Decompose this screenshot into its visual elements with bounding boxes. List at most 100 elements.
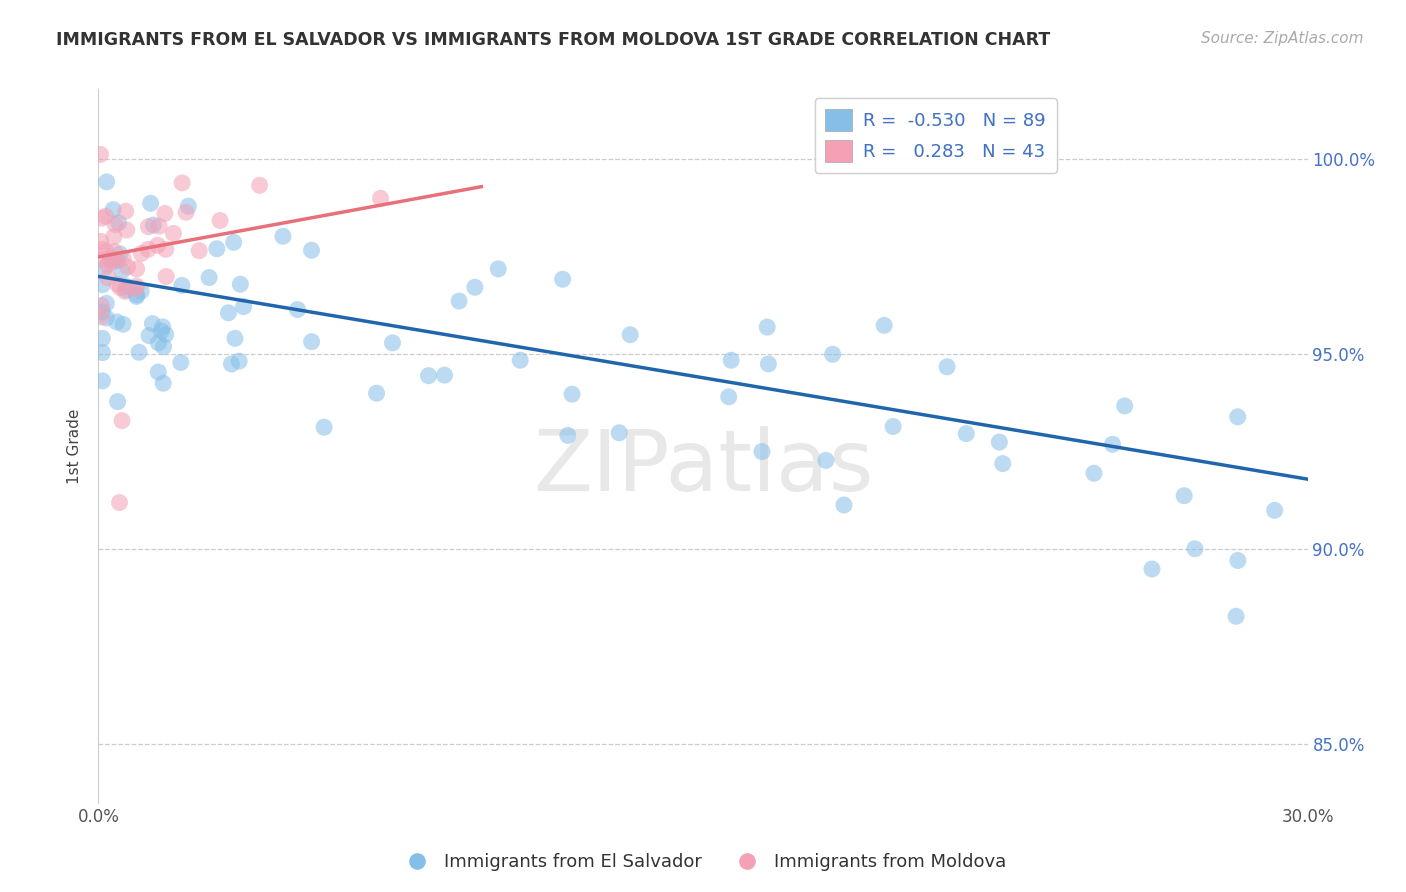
Point [172, 176, 194, 190]
Text: ZIPatlas: ZIPatlas [533, 425, 873, 509]
Point [91, 345, 114, 359]
Point [464, 280, 486, 294]
Point [138, 219, 160, 234]
Point [1173, 489, 1195, 503]
Point [1114, 399, 1136, 413]
Point [89, 147, 111, 161]
Point [115, 279, 138, 293]
Point [104, 218, 127, 232]
Point [224, 331, 246, 345]
Point [115, 223, 138, 237]
Point [1101, 437, 1123, 451]
Point [91, 331, 114, 345]
Point [112, 252, 135, 266]
Point [125, 281, 148, 295]
Point [155, 243, 177, 257]
Point [433, 368, 456, 383]
Point [955, 426, 977, 441]
Point [103, 229, 125, 244]
Point [449, 294, 471, 309]
Point [1225, 609, 1247, 624]
Point [148, 219, 170, 234]
Point [756, 357, 779, 371]
Point [381, 335, 404, 350]
Point [148, 335, 170, 350]
Point [217, 306, 239, 320]
Point [107, 277, 129, 292]
Point [115, 283, 138, 297]
Point [155, 269, 177, 284]
Point [111, 414, 134, 428]
Point [607, 425, 630, 440]
Point [129, 284, 152, 298]
Point [96, 258, 118, 272]
Point [97, 270, 120, 285]
Point [146, 238, 169, 252]
Point [991, 457, 1014, 471]
Point [152, 319, 174, 334]
Point [366, 386, 388, 401]
Point [90, 211, 112, 226]
Point [142, 218, 165, 232]
Point [232, 300, 254, 314]
Point [90, 235, 112, 249]
Point [1184, 541, 1206, 556]
Point [751, 444, 773, 458]
Point [90, 310, 112, 324]
Point [170, 278, 193, 293]
Point [125, 288, 148, 302]
Point [619, 327, 641, 342]
Point [170, 355, 193, 369]
Point [1264, 503, 1286, 517]
Point [509, 353, 531, 368]
Point [221, 357, 243, 371]
Point [832, 498, 855, 512]
Point [100, 255, 122, 269]
Point [93, 252, 115, 267]
Point [188, 244, 211, 258]
Point [1083, 467, 1105, 481]
Point [229, 277, 252, 292]
Point [557, 428, 579, 442]
Point [756, 320, 779, 334]
Point [301, 334, 323, 349]
Point [177, 199, 200, 213]
Point [287, 302, 309, 317]
Point [370, 191, 392, 205]
Point [314, 420, 336, 434]
Point [821, 347, 844, 361]
Point [141, 317, 163, 331]
Point [301, 244, 323, 258]
Text: IMMIGRANTS FROM EL SALVADOR VS IMMIGRANTS FROM MOLDOVA 1ST GRADE CORRELATION CHA: IMMIGRANTS FROM EL SALVADOR VS IMMIGRANT… [56, 31, 1050, 49]
Point [873, 318, 896, 333]
Point [162, 227, 184, 241]
Point [125, 289, 148, 303]
Point [551, 272, 574, 286]
Point [91, 305, 114, 319]
Point [91, 277, 114, 292]
Point [249, 178, 271, 193]
Point [148, 365, 170, 379]
Point [128, 345, 150, 359]
Point [94, 209, 117, 223]
Point [91, 374, 114, 388]
Point [103, 202, 125, 217]
Point [114, 285, 136, 299]
Point [155, 327, 177, 342]
Point [152, 376, 174, 391]
Point [96, 175, 118, 189]
Point [1226, 409, 1249, 424]
Point [114, 204, 136, 219]
Point [110, 280, 132, 294]
Point [720, 353, 742, 368]
Point [138, 328, 160, 343]
Legend: Immigrants from El Salvador, Immigrants from Moldova: Immigrants from El Salvador, Immigrants … [392, 847, 1014, 879]
Point [486, 261, 509, 276]
Point [882, 419, 904, 434]
Point [1140, 562, 1163, 576]
Point [174, 205, 197, 219]
Point [112, 318, 135, 332]
Point [96, 296, 118, 310]
Point [91, 242, 114, 256]
Point [198, 270, 221, 285]
